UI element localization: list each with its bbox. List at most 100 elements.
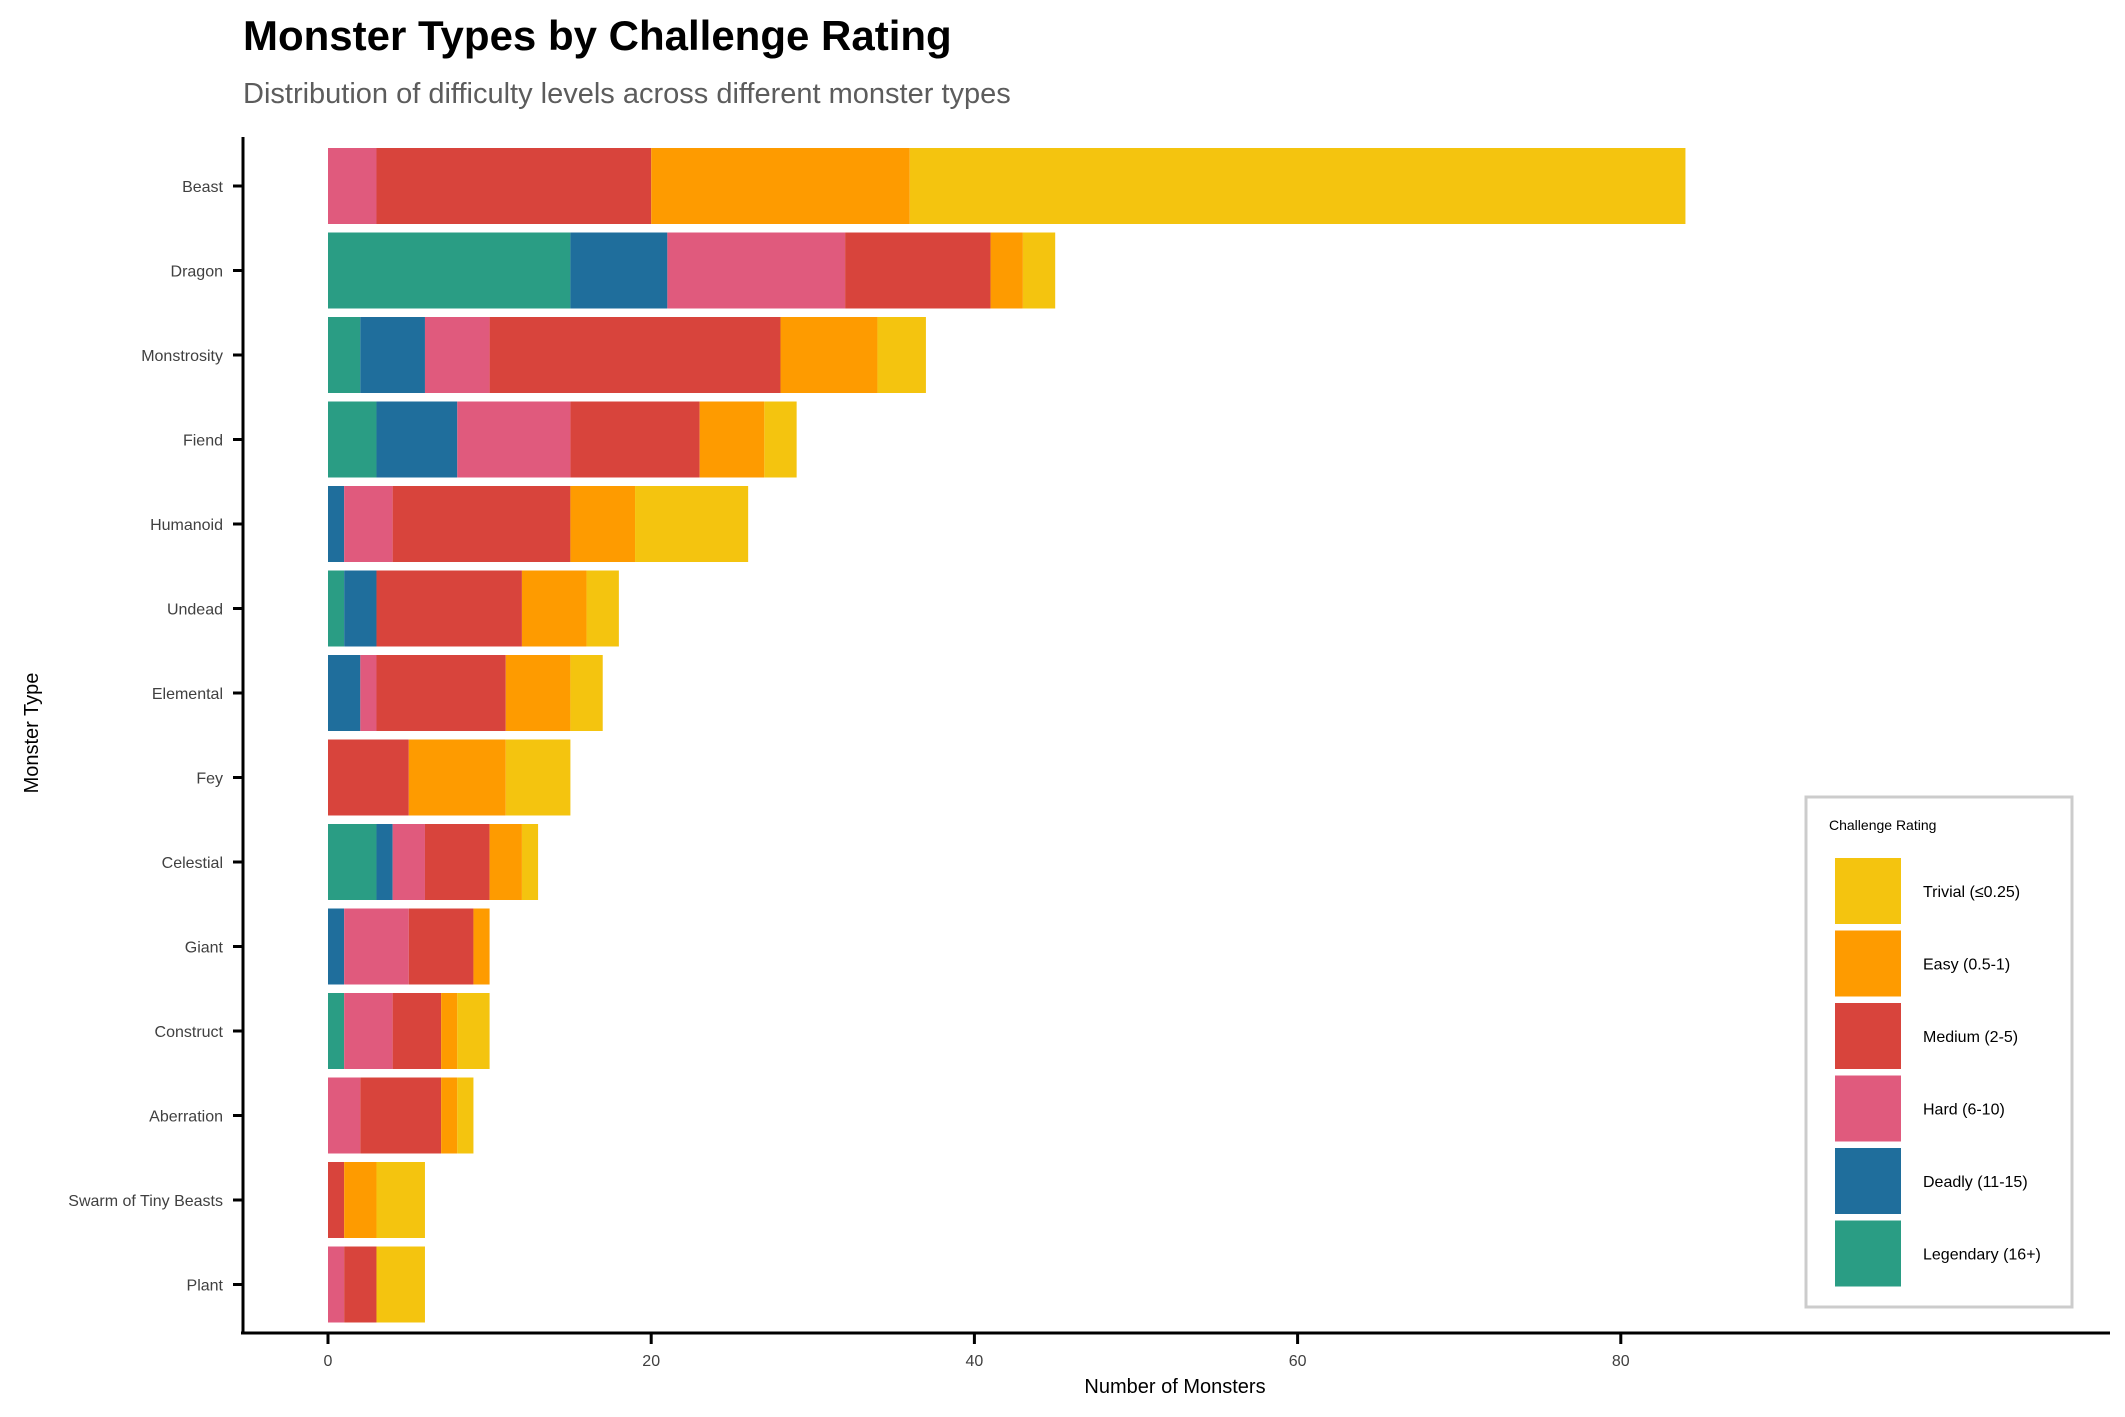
bar-fiend-hard-6-10 bbox=[457, 401, 571, 478]
x-axis-title: Number of Monsters bbox=[1084, 1376, 1265, 1398]
y-tick-label: Monstrosity bbox=[141, 348, 223, 365]
x-tick-label: 40 bbox=[966, 1353, 984, 1370]
bar-fey-trivial-0-25 bbox=[505, 739, 571, 816]
bar-giant-easy-0-5-1 bbox=[473, 908, 490, 985]
bar-humanoid-trivial-0-25 bbox=[635, 486, 749, 562]
bar-elemental-deadly-11-15 bbox=[328, 655, 361, 731]
bar-undead-legendary-16 bbox=[328, 570, 345, 647]
legend-label: Hard (6-10) bbox=[1923, 1102, 2005, 1119]
legend: Challenge Rating Trivial (≤0.25) Easy (0.… bbox=[1804, 795, 2074, 1309]
bar-fey-easy-0-5-1 bbox=[408, 739, 506, 816]
bar-fiend-trivial-0-25 bbox=[764, 401, 797, 478]
legend-swatch-legendary-16 bbox=[1835, 1220, 1901, 1287]
y-tick-label: Giant bbox=[185, 940, 224, 957]
bar-dragon-easy-0-5-1 bbox=[990, 232, 1023, 309]
bar-swarm-of-tiny-beasts-medium-2-5 bbox=[328, 1162, 345, 1238]
y-tick-label: Plant bbox=[187, 1278, 224, 1295]
y-tick-label: Beast bbox=[182, 179, 223, 196]
bar-monstrosity-medium-2-5 bbox=[489, 317, 781, 393]
legend-swatch-easy-0-5-1 bbox=[1835, 930, 1901, 997]
y-tick-label: Celestial bbox=[162, 855, 223, 872]
bar-beast-trivial-0-25 bbox=[909, 148, 1686, 224]
legend-swatch-deadly-11-15 bbox=[1835, 1148, 1901, 1214]
bar-beast-medium-2-5 bbox=[376, 148, 652, 224]
bar-dragon-hard-6-10 bbox=[667, 232, 846, 309]
bar-elemental-medium-2-5 bbox=[376, 655, 506, 731]
legend-label: Trivial (≤0.25) bbox=[1923, 884, 2020, 901]
y-tick-label: Construct bbox=[155, 1024, 224, 1041]
bar-construct-easy-0-5-1 bbox=[441, 993, 458, 1069]
bar-celestial-trivial-0-25 bbox=[521, 824, 539, 900]
bar-celestial-medium-2-5 bbox=[424, 824, 490, 900]
bar-construct-legendary-16 bbox=[328, 993, 345, 1069]
x-axis: 0 20 40 60 80 bbox=[241, 1331, 2110, 1370]
bar-celestial-easy-0-5-1 bbox=[489, 824, 522, 900]
bar-fiend-easy-0-5-1 bbox=[699, 401, 765, 478]
legend-swatch-trivial-0-25 bbox=[1835, 858, 1901, 924]
x-tick-label: 20 bbox=[642, 1353, 660, 1370]
x-tick-label: 0 bbox=[324, 1353, 333, 1370]
bar-giant-medium-2-5 bbox=[408, 908, 474, 985]
bar-dragon-medium-2-5 bbox=[845, 232, 991, 309]
legend-swatch-hard-6-10 bbox=[1835, 1075, 1901, 1142]
bar-celestial-legendary-16 bbox=[328, 824, 377, 900]
bar-aberration-hard-6-10 bbox=[328, 1077, 361, 1154]
x-tick-label: 60 bbox=[1289, 1353, 1307, 1370]
y-tick-label: Swarm of Tiny Beasts bbox=[68, 1193, 223, 1210]
bar-undead-easy-0-5-1 bbox=[521, 570, 587, 647]
bar-dragon-trivial-0-25 bbox=[1022, 232, 1056, 309]
bar-humanoid-deadly-11-15 bbox=[328, 486, 345, 562]
bar-celestial-hard-6-10 bbox=[392, 824, 425, 900]
y-axis: Beast Dragon Monstrosity Fiend Humanoid Undea… bbox=[68, 137, 245, 1334]
bar-beast-easy-0-5-1 bbox=[651, 148, 910, 224]
y-tick-label: Fiend bbox=[183, 433, 223, 450]
y-tick-label: Elemental bbox=[152, 686, 223, 703]
legend-label: Deadly (11-15) bbox=[1923, 1174, 2028, 1191]
chart-title: Monster Types by Challenge Rating bbox=[243, 12, 952, 59]
bar-dragon-legendary-16 bbox=[328, 232, 571, 309]
bar-swarm-of-tiny-beasts-trivial-0-25 bbox=[376, 1162, 425, 1238]
legend-swatch-medium-2-5 bbox=[1835, 1003, 1901, 1069]
legend-title: Challenge Rating bbox=[1829, 817, 1936, 833]
bar-celestial-deadly-11-15 bbox=[376, 824, 393, 900]
bar-giant-deadly-11-15 bbox=[328, 908, 345, 985]
bar-aberration-trivial-0-25 bbox=[457, 1077, 474, 1154]
bar-giant-hard-6-10 bbox=[344, 908, 409, 985]
bar-undead-deadly-11-15 bbox=[344, 570, 377, 647]
y-tick-label: Aberration bbox=[149, 1109, 223, 1126]
bar-fiend-legendary-16 bbox=[328, 401, 377, 478]
bar-undead-trivial-0-25 bbox=[586, 570, 619, 647]
bar-aberration-medium-2-5 bbox=[360, 1077, 442, 1154]
bar-humanoid-medium-2-5 bbox=[392, 486, 571, 562]
bar-dragon-deadly-11-15 bbox=[570, 232, 668, 309]
bar-elemental-hard-6-10 bbox=[360, 655, 377, 731]
legend-label: Medium (2-5) bbox=[1923, 1029, 2018, 1046]
bar-plant-trivial-0-25 bbox=[376, 1246, 425, 1323]
bar-monstrosity-legendary-16 bbox=[328, 317, 361, 393]
bar-fiend-deadly-11-15 bbox=[376, 401, 458, 478]
bar-humanoid-hard-6-10 bbox=[344, 486, 393, 562]
chart-subtitle: Distribution of difficulty levels across… bbox=[243, 78, 1011, 110]
bar-monstrosity-hard-6-10 bbox=[424, 317, 490, 393]
bar-elemental-trivial-0-25 bbox=[570, 655, 603, 731]
legend-label: Easy (0.5-1) bbox=[1923, 957, 2010, 974]
y-tick-label: Fey bbox=[196, 771, 223, 788]
y-tick-label: Undead bbox=[167, 602, 223, 619]
bar-fey-medium-2-5 bbox=[328, 739, 409, 816]
bar-undead-medium-2-5 bbox=[376, 570, 522, 647]
bar-elemental-easy-0-5-1 bbox=[505, 655, 571, 731]
bar-monstrosity-deadly-11-15 bbox=[360, 317, 425, 393]
bar-humanoid-easy-0-5-1 bbox=[570, 486, 636, 562]
bar-plant-hard-6-10 bbox=[328, 1246, 345, 1323]
bar-monstrosity-easy-0-5-1 bbox=[780, 317, 878, 393]
y-axis-title: Monster Type bbox=[21, 673, 43, 794]
bar-monstrosity-trivial-0-25 bbox=[877, 317, 926, 393]
bar-construct-medium-2-5 bbox=[392, 993, 442, 1069]
bar-plant-medium-2-5 bbox=[344, 1246, 377, 1323]
bar-swarm-of-tiny-beasts-easy-0-5-1 bbox=[344, 1162, 377, 1238]
bar-aberration-easy-0-5-1 bbox=[441, 1077, 458, 1154]
legend-label: Legendary (16+) bbox=[1923, 1247, 2041, 1264]
x-tick-label: 80 bbox=[1612, 1353, 1630, 1370]
bars-layer bbox=[328, 148, 1686, 1323]
